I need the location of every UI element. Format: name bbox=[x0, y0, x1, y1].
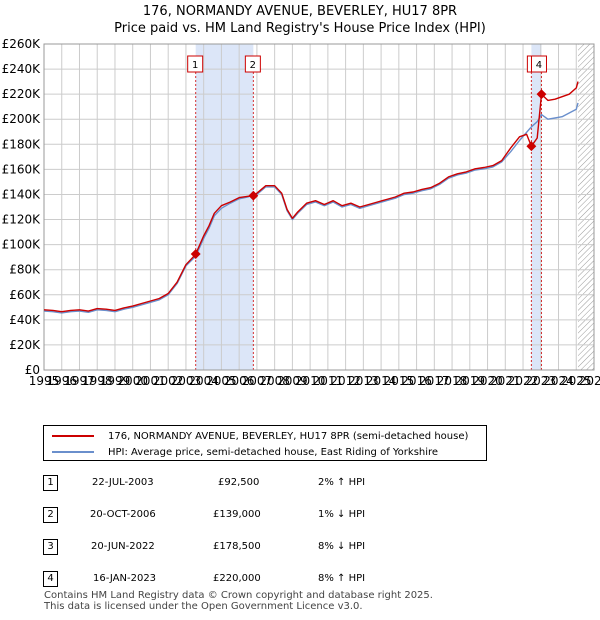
x-tick-label: 2003 bbox=[171, 374, 202, 388]
price-chart: £0 £20K £40K £60K £80K £100K £120K £140K £160K £1… bbox=[2, 37, 600, 388]
y-tick-label: £160K bbox=[2, 162, 42, 176]
table-row: 3 20-JUN-2022 £178,500 8% ↓ HPI bbox=[0, 539, 600, 559]
sale-point-2 bbox=[248, 190, 259, 201]
y-tick-label: £100K bbox=[2, 238, 42, 252]
sale-hpi-diff: 8% ↑ HPI bbox=[318, 573, 366, 584]
plot-frame bbox=[43, 43, 595, 371]
sale-label-box-2: 2 bbox=[244, 55, 261, 73]
x-tick-label: 2015 bbox=[384, 374, 415, 388]
table-row: 2 20-OCT-2006 £139,000 1% ↓ HPI bbox=[0, 507, 600, 527]
sale-point-4 bbox=[536, 89, 547, 100]
property-price-line bbox=[43, 81, 579, 313]
ownership-period-shade-2 bbox=[531, 44, 542, 370]
x-tick-label: 1995 bbox=[29, 374, 60, 388]
x-tick-label: 1997 bbox=[64, 374, 95, 388]
y-tick-label: £200K bbox=[2, 112, 42, 126]
legend-swatch-property bbox=[52, 435, 94, 437]
x-tick-label: 2026 bbox=[579, 374, 600, 388]
sale-point-1 bbox=[190, 249, 201, 259]
x-tick-label: 2001 bbox=[135, 374, 166, 388]
table-row: 4 16-JAN-2023 £220,000 8% ↑ HPI bbox=[0, 571, 600, 591]
sale-date: 22-JUL-2003 bbox=[92, 477, 154, 488]
sale-price: £139,000 bbox=[213, 509, 261, 520]
sale-point-3 bbox=[526, 141, 537, 152]
sale-number-badge: 4 bbox=[43, 571, 58, 587]
table-row: 1 22-JUL-2003 £92,500 2% ↑ HPI bbox=[0, 475, 600, 495]
y-tick-label: £220K bbox=[2, 87, 42, 101]
sale-hpi-diff: 1% ↓ HPI bbox=[318, 509, 366, 520]
x-tick-label: 2005 bbox=[206, 374, 237, 388]
legend-item-hpi: HPI: Average price, semi-detached house,… bbox=[52, 444, 438, 460]
sale-hpi-diff: 8% ↓ HPI bbox=[318, 541, 366, 552]
y-tick-label: £0 bbox=[25, 363, 40, 377]
y-tick-label: £80K bbox=[9, 263, 41, 277]
sale-label-box-border bbox=[187, 55, 204, 73]
y-tick-label: £40K bbox=[9, 313, 41, 327]
x-tick-label: 2018 bbox=[437, 374, 468, 388]
y-tick-label: £20K bbox=[9, 338, 41, 352]
x-tick-label: 2012 bbox=[330, 374, 361, 388]
footer: Contains HM Land Registry data © Crown c… bbox=[44, 590, 433, 612]
sale-number-badge: 1 bbox=[43, 475, 58, 491]
chart-title: 176, NORMANDY AVENUE, BEVERLEY, HU17 8PR bbox=[142, 4, 458, 19]
legend-label-hpi: HPI: Average price, semi-detached house,… bbox=[108, 446, 439, 458]
x-tick-label: 2008 bbox=[259, 374, 290, 388]
x-tick-label: 1998 bbox=[82, 374, 113, 388]
x-tick-label: 1999 bbox=[100, 374, 131, 388]
x-tick-label: 2000 bbox=[117, 374, 148, 388]
y-tick-label: £240K bbox=[2, 62, 42, 76]
y-tick-label: £120K bbox=[2, 213, 42, 227]
x-tick-label: 1996 bbox=[46, 374, 77, 388]
x-tick-label: 2021 bbox=[490, 374, 521, 388]
x-tick-label: 2014 bbox=[366, 374, 397, 388]
chart-subtitle: Price paid vs. HM Land Registry's House … bbox=[114, 21, 486, 36]
sale-label-text: 4 bbox=[536, 60, 542, 71]
x-tick-label: 2010 bbox=[295, 374, 326, 388]
sale-price: £92,500 bbox=[218, 477, 260, 488]
x-tick-label: 2009 bbox=[277, 374, 308, 388]
legend-swatch-hpi bbox=[52, 451, 94, 453]
sale-label-box-border bbox=[244, 55, 261, 73]
x-tick-label: 2023 bbox=[526, 374, 557, 388]
sale-label-box-1: 1 bbox=[187, 55, 204, 73]
sale-price: £178,500 bbox=[213, 541, 261, 552]
sale-price: £220,000 bbox=[213, 573, 261, 584]
legend-item-property: 176, NORMANDY AVENUE, BEVERLEY, HU17 8PR… bbox=[52, 428, 468, 444]
footer-copyright: Contains HM Land Registry data © Crown c… bbox=[44, 590, 433, 601]
hpi-line bbox=[43, 102, 579, 314]
sale-label-box-4: 4 bbox=[530, 55, 547, 73]
legend: 176, NORMANDY AVENUE, BEVERLEY, HU17 8PR… bbox=[43, 425, 487, 461]
y-tick-label: £180K bbox=[2, 137, 42, 151]
x-tick-label: 2016 bbox=[401, 374, 432, 388]
y-tick-label: £140K bbox=[2, 187, 42, 201]
sale-label-box-border bbox=[530, 55, 547, 73]
sale-date: 16-JAN-2023 bbox=[93, 573, 157, 584]
x-tick-label: 2025 bbox=[561, 374, 592, 388]
sale-date: 20-OCT-2006 bbox=[90, 509, 156, 520]
footer-licence: This data is licensed under the Open Gov… bbox=[44, 601, 363, 612]
sale-label-text: 2 bbox=[250, 60, 256, 71]
sale-number-badge: 2 bbox=[43, 507, 58, 523]
x-tick-label: 2019 bbox=[455, 374, 486, 388]
x-tick-label: 2020 bbox=[472, 374, 503, 388]
sale-label-text: 1 bbox=[192, 60, 198, 71]
forecast-hatch-area bbox=[578, 44, 594, 370]
x-tick-label: 2002 bbox=[153, 374, 184, 388]
x-tick-label: 2006 bbox=[224, 374, 255, 388]
x-tick-label: 2011 bbox=[313, 374, 344, 388]
y-tick-label: £260K bbox=[2, 37, 42, 51]
legend-label-property: 176, NORMANDY AVENUE, BEVERLEY, HU17 8PR… bbox=[108, 430, 469, 442]
x-tick-label: 2013 bbox=[348, 374, 379, 388]
x-tick-label: 2022 bbox=[508, 374, 539, 388]
x-tick-label: 2007 bbox=[242, 374, 273, 388]
sale-number-badge: 3 bbox=[43, 539, 58, 555]
x-tick-label: 2004 bbox=[188, 374, 219, 388]
y-tick-label: £60K bbox=[9, 288, 41, 302]
x-tick-label: 2017 bbox=[419, 374, 450, 388]
x-tick-label: 2024 bbox=[543, 374, 574, 388]
sale-hpi-diff: 2% ↑ HPI bbox=[318, 477, 366, 488]
sale-date: 20-JUN-2022 bbox=[91, 541, 155, 552]
